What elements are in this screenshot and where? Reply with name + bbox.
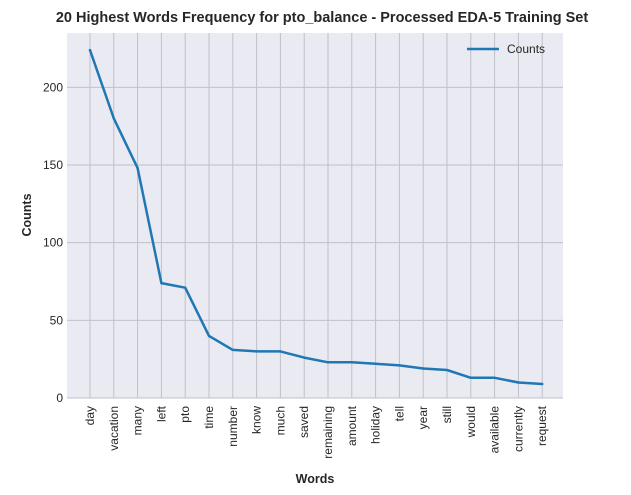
y-axis-label: Counts <box>20 193 34 236</box>
legend-label-counts: Counts <box>507 42 545 56</box>
data-point <box>136 166 139 170</box>
x-tick-label: amount <box>345 405 359 446</box>
x-tick-label: know <box>250 406 264 434</box>
y-tick-label: 0 <box>56 391 63 405</box>
y-tick-label: 50 <box>50 313 64 327</box>
x-tick-label: year <box>416 406 430 429</box>
x-tick-labels: day vacation many left pto time number know much… <box>83 405 549 458</box>
x-tick-label: holiday <box>369 406 383 444</box>
x-tick-label: day <box>83 406 97 425</box>
x-tick-label: left <box>154 405 168 422</box>
x-tick-label: remaining <box>321 406 335 459</box>
x-tick-label: much <box>273 406 287 435</box>
data-point <box>207 334 211 338</box>
x-tick-label: currently <box>511 406 525 452</box>
x-tick-label: request <box>535 405 549 446</box>
data-point <box>398 364 401 367</box>
chart-title: 20 Highest Words Frequency for pto_balan… <box>56 10 589 26</box>
y-tick-label: 100 <box>43 236 63 250</box>
data-point <box>279 350 282 353</box>
x-tick-label: pto <box>178 406 192 423</box>
data-point <box>303 356 306 359</box>
x-tick-label: still <box>440 406 454 423</box>
legend: Counts <box>467 42 545 56</box>
data-point <box>112 117 116 120</box>
series-line-counts <box>88 48 544 386</box>
x-tick-label: time <box>202 406 216 429</box>
data-point <box>374 362 377 366</box>
data-point <box>184 286 187 289</box>
data-point <box>493 376 496 380</box>
data-point <box>326 361 330 364</box>
y-tick-labels: 0 50 100 150 200 <box>43 80 63 405</box>
data-point <box>231 348 234 352</box>
x-tick-label: would <box>464 406 478 438</box>
data-point <box>255 350 258 353</box>
x-tick-label: vacation <box>107 406 121 451</box>
y-tick-label: 200 <box>43 80 63 94</box>
x-tick-label: saved <box>297 406 311 438</box>
data-point <box>350 361 353 364</box>
data-point <box>517 381 520 384</box>
x-tick-label: many <box>131 406 145 435</box>
data-point <box>160 281 163 285</box>
data-point <box>445 368 449 372</box>
series-line-layer <box>88 48 544 386</box>
x-tick-label: number <box>226 406 240 447</box>
data-point <box>422 367 425 370</box>
plot-area <box>67 33 563 398</box>
x-tick-label: tell <box>392 406 406 421</box>
data-point <box>469 376 472 380</box>
y-gridlines <box>67 86 563 399</box>
y-tick-label: 150 <box>43 158 63 172</box>
x-axis-label: Words <box>296 472 335 486</box>
x-tick-label: available <box>488 406 502 454</box>
data-point <box>541 382 544 386</box>
data-point <box>88 48 92 52</box>
